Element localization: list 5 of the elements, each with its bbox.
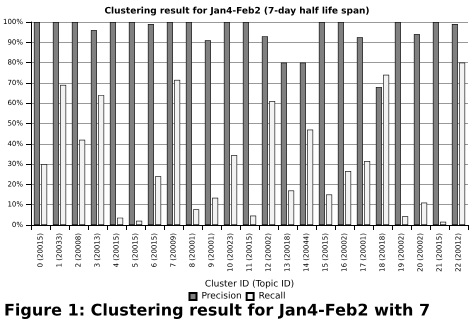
legend-label: Precision	[201, 292, 242, 302]
legend-label: Recall	[258, 292, 286, 302]
chart-title: Clustering result for Jan4-Feb2 (7-day half life span)	[104, 6, 370, 16]
caption: Figure 1: Clustering result for Jan4-Feb2 with 7	[4, 300, 430, 320]
x-axis-title: Cluster ID (Topic ID)	[204, 279, 294, 290]
